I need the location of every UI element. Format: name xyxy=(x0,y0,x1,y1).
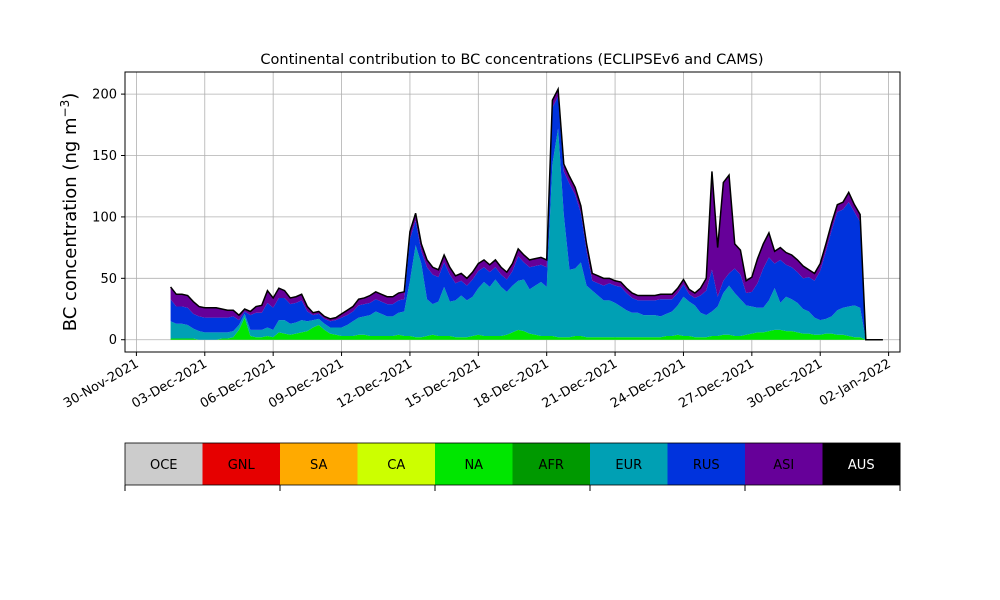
legend-swatch-gnl xyxy=(202,443,281,485)
legend-colorbar: OCE GNL SA CA NA AFR EUR RUS ASI AUS xyxy=(124,442,901,491)
x-tick-label-9: 27-Dec-2021 xyxy=(676,356,756,411)
legend-label-afr: AFR xyxy=(539,458,564,473)
x-tick-label-2: 06-Dec-2021 xyxy=(198,356,278,411)
legend-swatch-sa xyxy=(280,443,358,485)
total-outline xyxy=(169,86,883,341)
legend-label-sa: SA xyxy=(310,458,327,473)
y-axis: 0 50 100 150 200 xyxy=(92,88,125,348)
y-tick-label-0: 0 xyxy=(109,333,117,348)
y-tick-label-1: 50 xyxy=(100,272,117,287)
x-tick-label-10: 30-Dec-2021 xyxy=(745,356,825,411)
x-tick-label-6: 18-Dec-2021 xyxy=(471,356,551,411)
legend-label-aus: AUS xyxy=(848,458,875,473)
x-tick-label-0: 30-Nov-2021 xyxy=(61,356,141,411)
y-axis-label-main: BC concentration (ng m xyxy=(60,117,81,331)
legend-label-asi: ASI xyxy=(773,458,794,473)
legend-swatch-afr xyxy=(512,443,591,485)
legend-label-ca: CA xyxy=(387,458,405,473)
area-eur xyxy=(170,128,883,340)
y-axis-label-suffix: ) xyxy=(60,93,81,100)
legend-label-eur: EUR xyxy=(615,458,642,473)
area-asi xyxy=(170,89,883,340)
total-line xyxy=(169,86,883,341)
x-tick-label-7: 21-Dec-2021 xyxy=(540,356,620,411)
y-axis-label: BC concentration (ng m−3) xyxy=(58,93,81,332)
legend-label-rus: RUS xyxy=(693,458,720,473)
x-tick-label-5: 15-Dec-2021 xyxy=(403,356,483,411)
legend-swatch-rus xyxy=(667,443,746,485)
x-tick-label-1: 03-Dec-2021 xyxy=(129,356,209,411)
legend-swatch-eur xyxy=(590,443,668,485)
y-tick-label-4: 200 xyxy=(92,88,117,103)
y-tick-label-3: 150 xyxy=(92,149,117,164)
y-axis-label-superscript: −3 xyxy=(58,100,72,118)
x-tick-label-4: 12-Dec-2021 xyxy=(335,356,415,411)
x-tick-label-8: 24-Dec-2021 xyxy=(608,356,688,411)
legend-swatch-asi xyxy=(745,443,823,485)
area-stack xyxy=(170,89,883,340)
x-tick-label-11: 02-Jan-2022 xyxy=(817,356,894,409)
legend-swatch-oce xyxy=(125,443,203,485)
chart-title: Continental contribution to BC concentra… xyxy=(260,52,763,68)
x-tick-label-3: 09-Dec-2021 xyxy=(266,356,346,411)
legend-label-gnl: GNL xyxy=(228,458,256,473)
legend-swatch-na xyxy=(435,443,513,485)
legend-frame xyxy=(124,442,901,486)
area-na xyxy=(170,317,883,340)
plot-frame xyxy=(124,71,901,353)
legend-swatch-aus xyxy=(822,443,901,485)
x-axis: 30-Nov-202103-Dec-202106-Dec-202109-Dec-… xyxy=(61,352,894,412)
legend-label-oce: OCE xyxy=(150,458,178,473)
legend-label-na: NA xyxy=(464,458,483,473)
legend-swatch-ca xyxy=(357,443,436,485)
y-tick-label-2: 100 xyxy=(92,210,117,225)
